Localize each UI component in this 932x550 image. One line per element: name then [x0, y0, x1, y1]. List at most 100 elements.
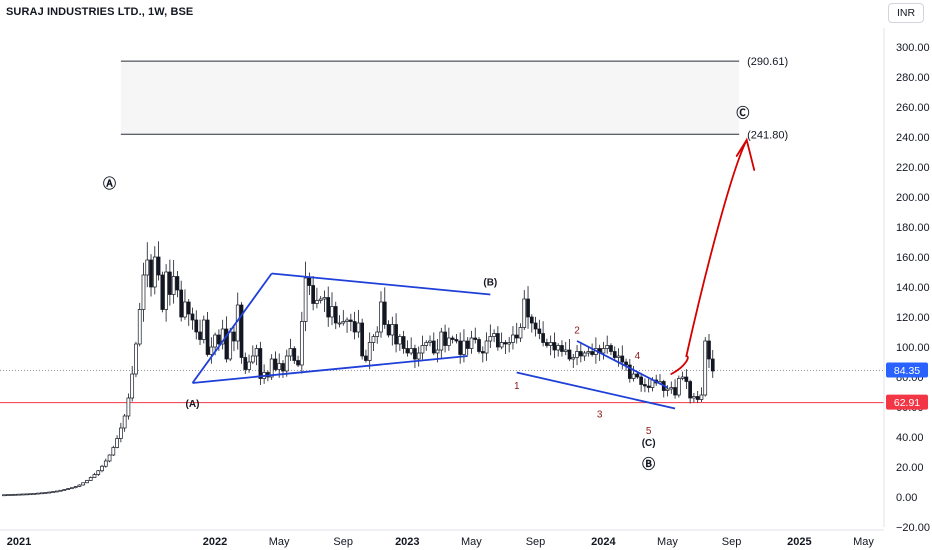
candle-body: [85, 480, 89, 484]
candle-body: [190, 313, 195, 321]
target-top-label: (290.61): [747, 56, 788, 68]
candle-body: [47, 491, 52, 494]
candle-body: [284, 355, 289, 372]
candle-body: [609, 345, 613, 352]
candle-body: [145, 259, 150, 276]
wave-label: 5: [646, 426, 652, 437]
time-tick-label: May: [269, 536, 290, 548]
candle-body: [36, 492, 40, 495]
price-axis[interactable]: 300.00 280.00 260.00 240.00 220.00 200.00 180.…: [883, 28, 930, 534]
candle-body: [250, 355, 255, 363]
candlestick-series: [2, 241, 715, 497]
candle-body: [96, 470, 101, 475]
trendline: [192, 355, 468, 384]
candle-body: [473, 337, 478, 340]
candle-body: [103, 460, 108, 467]
candle-body: [665, 388, 670, 391]
candle-body: [134, 343, 138, 375]
candle-body: [480, 351, 485, 354]
price-tick-label: 20.00: [896, 462, 924, 474]
candle-body: [326, 297, 331, 318]
candle-body: [81, 482, 86, 486]
candle-body: [62, 489, 67, 491]
candle-body: [367, 342, 372, 361]
candle-body: [673, 387, 677, 396]
currency-selector[interactable]: INR: [888, 3, 924, 23]
wave-label: 2: [574, 326, 580, 337]
candle-body: [213, 334, 217, 348]
candle-body: [507, 342, 512, 345]
candle-body: [601, 348, 606, 354]
candle-body: [454, 339, 459, 342]
trendline: [516, 371, 676, 410]
candle-body: [77, 484, 82, 487]
candle-body: [24, 493, 29, 496]
candle-body: [503, 342, 508, 345]
candle-body: [710, 358, 715, 372]
candle-body: [21, 493, 25, 496]
time-tick-label: 2025: [787, 536, 811, 548]
chart-title: SURAJ INDUSTRIES LTD., 1W, BSE: [6, 6, 194, 18]
candle-body: [703, 340, 708, 396]
candle-body: [643, 384, 647, 387]
candle-body: [299, 321, 304, 366]
candle-body: [243, 357, 248, 370]
wave-label: Ⓒ: [736, 106, 749, 121]
time-tick-label: 2024: [591, 536, 616, 548]
candle-body: [462, 340, 466, 355]
candle-body: [209, 346, 214, 355]
candle-body: [171, 276, 176, 295]
candle-body: [5, 494, 10, 496]
candle-body: [413, 348, 417, 360]
candle-body: [631, 373, 636, 379]
price-badge: [886, 394, 928, 410]
projection-arrowhead: [735, 139, 748, 157]
price-tick-label: 160.00: [896, 252, 930, 264]
candle-body: [119, 427, 123, 439]
candle-body: [488, 336, 493, 342]
candle-body: [156, 256, 161, 276]
candle-body: [73, 486, 78, 489]
candle-body: [194, 319, 199, 333]
projection-curve: [670, 137, 756, 375]
time-tick-label: May: [657, 536, 678, 548]
candle-body: [428, 340, 432, 343]
candle-body: [307, 277, 312, 286]
candle-body: [205, 319, 210, 355]
candle-body: [269, 358, 274, 378]
candle-body: [364, 355, 368, 361]
candle-body: [590, 351, 594, 355]
candle-body: [409, 348, 414, 354]
candle-body: [247, 361, 251, 370]
candle-body: [281, 363, 285, 372]
candle-body: [51, 491, 55, 493]
candle-body: [382, 301, 387, 325]
candle-body: [28, 493, 33, 496]
candle-body: [416, 352, 421, 360]
price-tick-label: 0.00: [896, 492, 917, 504]
wave-label: Ⓐ: [103, 176, 116, 191]
candle-body: [220, 328, 225, 345]
time-tick-label: Sep: [526, 536, 546, 548]
candle-body: [126, 397, 131, 417]
candle-body: [9, 494, 14, 496]
candle-body: [398, 336, 402, 345]
candle-body: [514, 334, 519, 339]
price-badges: 84.35 62.91: [886, 362, 928, 410]
candle-body: [228, 331, 233, 360]
time-axis[interactable]: 2021 2022 May Sep 2023 May Sep 2024 May Sep 2025 Ma…: [0, 529, 884, 548]
candle-body: [492, 333, 496, 337]
price-tick-label: −20.00: [896, 522, 930, 534]
candle-body: [699, 394, 704, 400]
candle-body: [552, 342, 557, 351]
candle-body: [149, 259, 153, 288]
wave-label: Ⓑ: [642, 457, 655, 472]
candle-body: [292, 348, 297, 361]
price-tick-label: 120.00: [896, 312, 930, 324]
wave-label: 3: [597, 410, 603, 421]
candle-body: [130, 373, 135, 399]
time-tick-label: 2023: [395, 536, 419, 548]
wave-label: 4: [635, 351, 641, 362]
candle-body: [54, 490, 59, 493]
